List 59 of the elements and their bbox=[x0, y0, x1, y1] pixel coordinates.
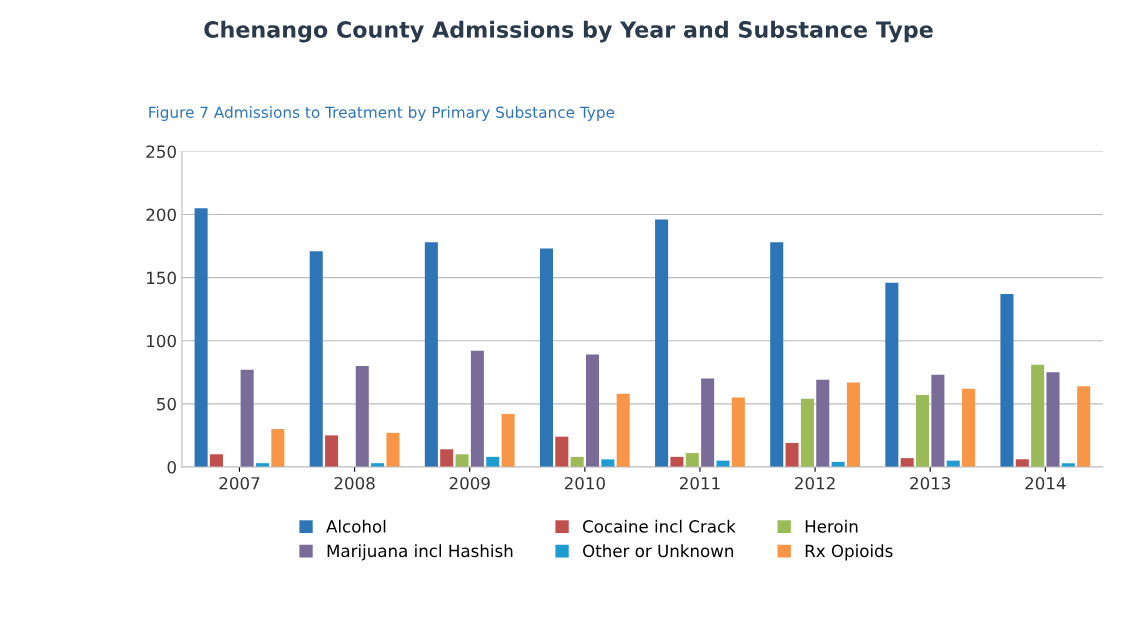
y-tick-label: 250 bbox=[146, 145, 176, 159]
y-tick-label: 150 bbox=[147, 271, 176, 285]
y-tick-label: 100 bbox=[147, 334, 176, 348]
y-tick-label: 200 bbox=[146, 208, 176, 222]
bar bbox=[616, 393, 630, 467]
bar bbox=[539, 248, 553, 467]
bar bbox=[1015, 459, 1029, 467]
bar bbox=[209, 454, 223, 467]
bar bbox=[931, 374, 945, 467]
x-tick-label: 2013 bbox=[910, 476, 951, 490]
bar bbox=[325, 435, 339, 467]
y-tick-label: 50 bbox=[157, 397, 176, 411]
bar bbox=[916, 395, 930, 467]
bar bbox=[731, 397, 745, 467]
legend-label: Other or Unknown bbox=[583, 544, 733, 558]
bar bbox=[962, 388, 976, 467]
bar bbox=[440, 449, 454, 467]
bar bbox=[194, 208, 208, 467]
bar bbox=[271, 429, 285, 467]
bar bbox=[885, 282, 899, 467]
bar bbox=[470, 350, 484, 467]
bar bbox=[685, 453, 699, 467]
bar bbox=[455, 454, 469, 467]
bar bbox=[655, 219, 669, 467]
bar bbox=[1046, 372, 1060, 467]
bar bbox=[701, 378, 715, 467]
legend-label: Rx Opioids bbox=[805, 544, 893, 561]
bar bbox=[386, 432, 400, 467]
chart-subtitle: Figure 7 Admissions to Treatment by Primary Substance Type bbox=[149, 106, 615, 121]
legend-label: Alcohol bbox=[326, 519, 386, 533]
x-tick-label: 2014 bbox=[1025, 476, 1066, 490]
bar bbox=[816, 379, 830, 467]
bar bbox=[240, 369, 254, 467]
legend-label: Marijuana incl Hashish bbox=[327, 544, 513, 561]
bar bbox=[1000, 294, 1014, 467]
bar bbox=[1077, 386, 1091, 467]
x-tick-label: 2008 bbox=[334, 476, 375, 490]
x-tick-label: 2007 bbox=[219, 476, 260, 490]
bar bbox=[355, 365, 369, 467]
legend-label: Heroin bbox=[805, 519, 858, 533]
bar bbox=[785, 442, 799, 467]
bar bbox=[424, 242, 438, 467]
chart-title: Chenango County Admissions by Year and Substance Type bbox=[204, 20, 933, 43]
bar bbox=[900, 458, 914, 467]
bar bbox=[1031, 364, 1045, 467]
bar bbox=[601, 459, 615, 467]
x-tick-label: 2010 bbox=[564, 476, 605, 490]
bar bbox=[846, 382, 860, 467]
bar bbox=[586, 354, 600, 467]
legend-label: Cocaine incl Crack bbox=[583, 519, 736, 533]
bar bbox=[555, 436, 569, 467]
y-tick-label: 0 bbox=[167, 460, 176, 474]
bar bbox=[800, 398, 814, 467]
x-tick-label: 2009 bbox=[449, 476, 490, 490]
x-tick-label: 2012 bbox=[795, 476, 835, 490]
x-tick-label: 2011 bbox=[679, 476, 720, 490]
bar bbox=[309, 251, 323, 467]
bar bbox=[770, 242, 784, 467]
bar bbox=[501, 413, 515, 467]
